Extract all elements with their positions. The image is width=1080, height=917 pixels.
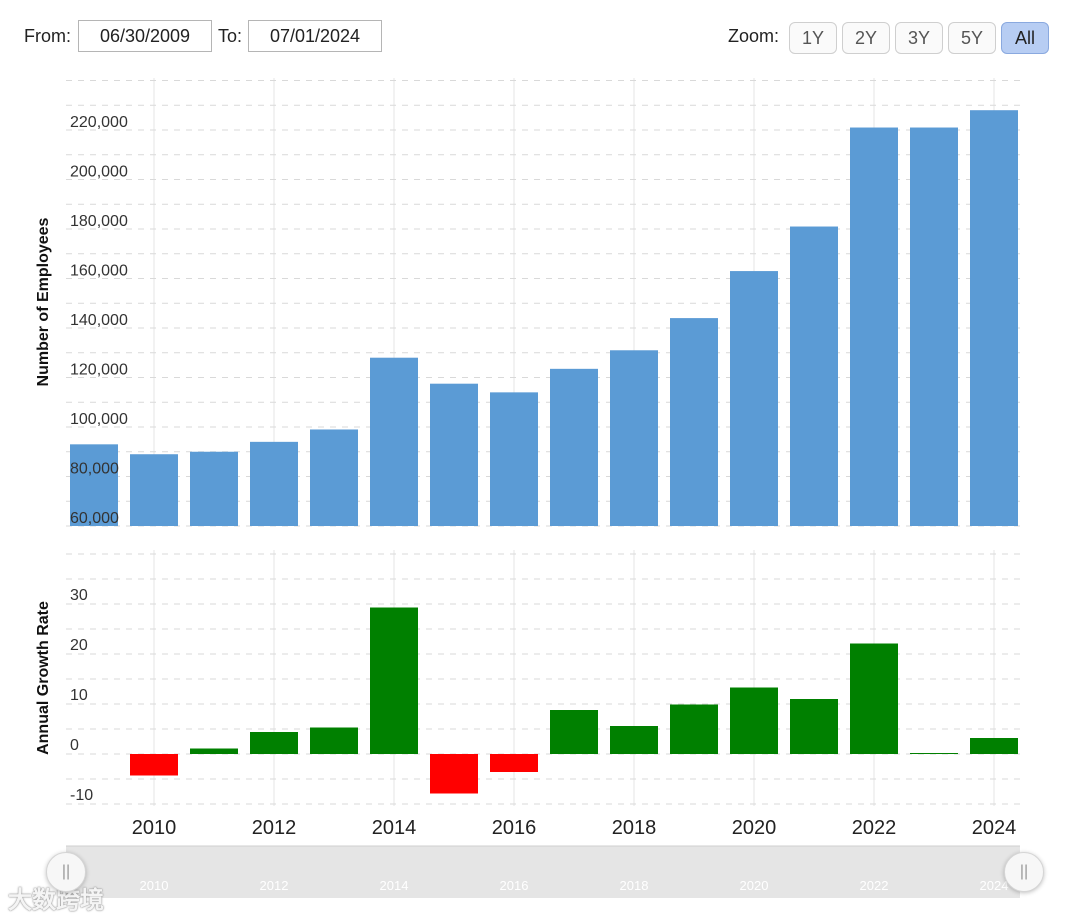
employees-bar-2019 xyxy=(670,318,718,526)
growth-bar-2023 xyxy=(910,753,958,754)
employees-bar-2013 xyxy=(310,429,358,526)
navigator-tick-label: 2016 xyxy=(500,878,529,893)
employees-bar-2012 xyxy=(250,441,298,526)
employees-bar-2010 xyxy=(130,454,178,526)
ytick-bottom-label: 10 xyxy=(70,687,88,704)
growth-bar-2016 xyxy=(490,754,538,772)
ytick-top-label: 80,000 xyxy=(70,461,119,478)
ytick-bottom-label: 20 xyxy=(70,637,88,654)
employees-bar-2018 xyxy=(610,350,658,526)
zoom-all-button[interactable]: All xyxy=(1001,22,1049,54)
growth-bar-2024 xyxy=(970,738,1018,754)
navigator-background xyxy=(66,846,1020,898)
zoom-label: Zoom: xyxy=(728,26,780,46)
y-axis-title-employees: Number of Employees xyxy=(35,217,52,386)
employees-bar-2023 xyxy=(910,127,958,527)
from-date-input[interactable] xyxy=(78,20,212,52)
from-label: From: xyxy=(24,26,71,46)
ytick-bottom-label: 0 xyxy=(70,737,79,754)
grip-icon: || xyxy=(61,863,71,880)
ytick-top-label: 180,000 xyxy=(70,213,128,230)
xtick-label: 2016 xyxy=(492,817,537,839)
navigator-tick-label: 2014 xyxy=(380,878,409,893)
ytick-top-label: 200,000 xyxy=(70,164,128,181)
employees-bar-2022 xyxy=(850,127,898,527)
growth-rate-bars xyxy=(130,607,1018,794)
xtick-label: 2018 xyxy=(612,817,657,839)
growth-bar-2010 xyxy=(130,754,178,776)
xtick-label: 2012 xyxy=(252,817,297,839)
employees-bar-2011 xyxy=(190,451,238,526)
growth-bar-2012 xyxy=(250,732,298,754)
xtick-label: 2010 xyxy=(132,817,177,839)
zoom-5y-button[interactable]: 5Y xyxy=(948,22,996,54)
xtick-label: 2024 xyxy=(972,817,1017,839)
growth-bar-2014 xyxy=(370,607,418,754)
xtick-label: 2022 xyxy=(852,817,897,839)
growth-bar-2022 xyxy=(850,643,898,754)
employees-bar-2009 xyxy=(70,444,118,526)
employees-bar-2021 xyxy=(790,226,838,526)
employees-bar-2014 xyxy=(370,357,418,526)
zoom-2y-button[interactable]: 2Y xyxy=(842,22,890,54)
growth-bar-2021 xyxy=(790,699,838,754)
zoom-3y-button[interactable]: 3Y xyxy=(895,22,943,54)
employees-bars xyxy=(70,110,1018,527)
to-date-input[interactable] xyxy=(248,20,382,52)
ytick-top-label: 220,000 xyxy=(70,114,128,131)
navigator[interactable]: 2010 2012 2014 2016 2018 2020 2022 2024 xyxy=(66,845,1020,898)
growth-bar-2019 xyxy=(670,704,718,754)
watermark: 大数跨境 xyxy=(8,887,104,914)
navigator-tick-label: 2024 xyxy=(980,878,1009,893)
growth-bar-2018 xyxy=(610,726,658,754)
employees-bar-2024 xyxy=(970,110,1018,526)
y-axis-title-growth: Annual Growth Rate xyxy=(35,601,52,755)
employees-bar-2015 xyxy=(430,383,478,526)
growth-bar-2013 xyxy=(310,727,358,754)
ytick-bottom-label: -10 xyxy=(70,787,93,804)
ytick-top-label: 60,000 xyxy=(70,510,119,527)
navigator-tick-label: 2012 xyxy=(260,878,289,893)
navigator-tick-label: 2018 xyxy=(620,878,649,893)
navigator-tick-label: 2010 xyxy=(140,878,169,893)
zoom-1y-button[interactable]: 1Y xyxy=(789,22,837,54)
growth-bar-2020 xyxy=(730,687,778,754)
xtick-label: 2020 xyxy=(732,817,777,839)
navigator-left-handle[interactable]: || xyxy=(46,852,86,892)
employees-bar-2017 xyxy=(550,368,598,526)
xtick-label: 2014 xyxy=(372,817,417,839)
ytick-top-label: 140,000 xyxy=(70,312,128,329)
axis-labels: 60,000 80,000 100,000 120,000 140,000 160,000… xyxy=(35,114,1016,839)
growth-bar-2011 xyxy=(190,748,238,754)
employees-bar-2016 xyxy=(490,392,538,526)
ytick-bottom-label: 30 xyxy=(70,587,88,604)
employees-bar-2020 xyxy=(730,271,778,526)
growth-bar-2017 xyxy=(550,710,598,754)
ytick-top-label: 160,000 xyxy=(70,263,128,280)
to-label: To: xyxy=(218,26,243,46)
grip-icon: || xyxy=(1019,863,1029,880)
ytick-top-label: 120,000 xyxy=(70,362,128,379)
toolbar: From: To: Zoom: 1Y 2Y 3Y 5Y All xyxy=(0,0,1080,70)
navigator-tick-label: 2022 xyxy=(860,878,889,893)
growth-bar-2015 xyxy=(430,754,478,794)
navigator-tick-label: 2020 xyxy=(740,878,769,893)
ytick-top-label: 100,000 xyxy=(70,411,128,428)
navigator-right-handle[interactable]: || xyxy=(1004,852,1044,892)
